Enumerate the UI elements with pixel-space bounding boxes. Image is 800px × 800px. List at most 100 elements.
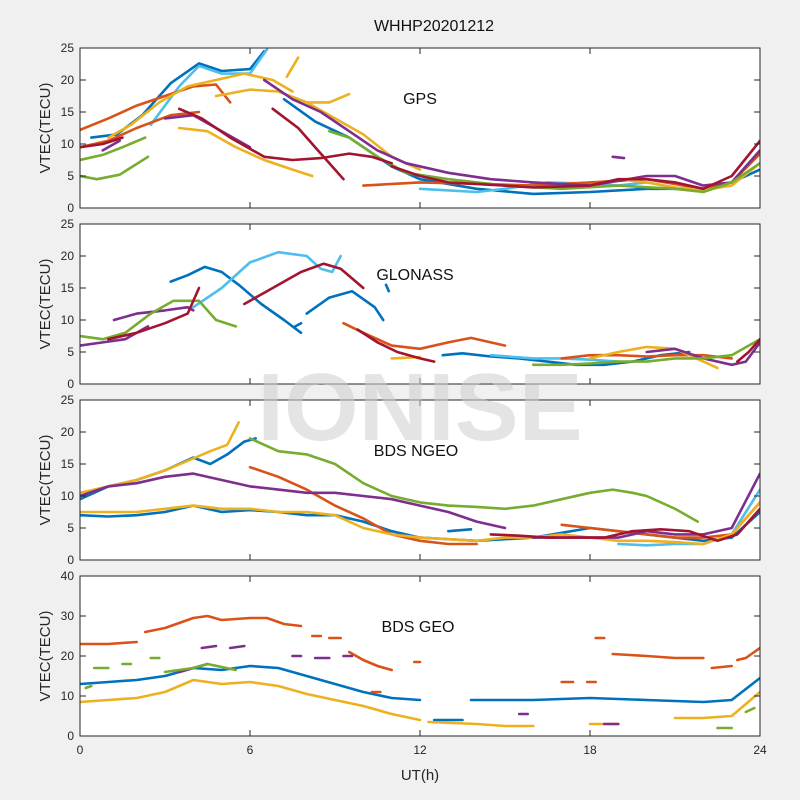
panel-label: BDS GEO <box>382 619 455 636</box>
y-tick-label: 25 <box>61 41 75 55</box>
x-tick-label: 6 <box>247 743 254 757</box>
y-tick-label: 5 <box>67 169 74 183</box>
y-tick-label: 0 <box>67 377 74 391</box>
series-line-23 <box>390 139 760 191</box>
series-line-8 <box>214 88 422 171</box>
series-line-12 <box>735 646 760 662</box>
series-line-8 <box>560 353 734 360</box>
panel-label: GPS <box>403 91 437 108</box>
series-line-4 <box>80 83 232 132</box>
series-line-15 <box>101 139 121 152</box>
series-line-8 <box>80 472 507 530</box>
y-tick-label: 20 <box>61 649 75 663</box>
series-line-2 <box>384 283 391 293</box>
x-tick-label: 18 <box>583 743 597 757</box>
y-tick-label: 20 <box>61 73 75 87</box>
series-line-5 <box>80 110 201 149</box>
series-line-10 <box>588 345 719 370</box>
series-group <box>80 250 760 370</box>
series-line-16 <box>107 286 201 341</box>
series-line-15 <box>531 337 760 367</box>
series-line-18 <box>356 328 436 363</box>
series-line-0 <box>169 265 303 335</box>
y-tick-label: 0 <box>67 729 74 743</box>
series-line-7 <box>80 501 760 546</box>
series-line-13 <box>645 341 760 367</box>
series-line-7 <box>347 650 394 672</box>
series-line-32 <box>163 662 238 674</box>
series-line-1 <box>305 289 385 322</box>
series-line-21 <box>200 644 218 650</box>
panel-0: 0 5 10 15 20 25 VTEC(TECU) GPS <box>37 41 761 215</box>
panel-1: 0 5 10 15 20 25 VTEC(TECU) GLONASS <box>37 217 761 391</box>
series-line-12 <box>616 161 760 192</box>
series-line-16 <box>611 155 626 160</box>
y-tick-label: 15 <box>61 105 75 119</box>
y-tick-label: 15 <box>61 457 75 471</box>
y-axis-label: VTEC(TECU) <box>37 435 54 526</box>
series-line-28 <box>84 684 93 690</box>
y-tick-label: 30 <box>61 609 75 623</box>
series-line-17 <box>427 720 535 728</box>
series-line-14 <box>262 78 760 187</box>
series-line-3 <box>80 640 138 646</box>
series-line-22 <box>271 107 345 181</box>
watermark: IONISE <box>257 354 582 461</box>
series-line-0 <box>80 664 422 702</box>
series-group <box>80 614 760 730</box>
y-axis-label: VTEC(TECU) <box>37 259 54 350</box>
x-tick-label: 12 <box>413 743 427 757</box>
series-line-4 <box>143 614 303 634</box>
y-tick-label: 25 <box>61 217 75 231</box>
panel-label: GLONASS <box>376 267 453 284</box>
panels: 0 5 10 15 20 25 VTEC(TECU) GPS 0 5 10 15 20 25 VTEC(TE… <box>37 41 767 757</box>
y-tick-label: 0 <box>67 201 74 215</box>
y-tick-label: 10 <box>61 689 75 703</box>
panel-3: 0 10 20 30 40 0 6 12 18 24 VTEC(TECU) BDS GEO <box>37 569 767 757</box>
figure-title: WHHP20201212 <box>374 18 494 35</box>
y-tick-label: 5 <box>67 345 74 359</box>
y-tick-label: 15 <box>61 281 75 295</box>
series-line-14 <box>80 299 238 341</box>
x-axis-label: UT(h) <box>401 767 439 784</box>
series-line-2 <box>469 676 760 704</box>
x-tick-label: 0 <box>77 743 84 757</box>
series-line-10 <box>305 92 351 104</box>
series-line-17 <box>80 136 147 162</box>
series-line-3 <box>293 321 303 328</box>
y-tick-label: 5 <box>67 521 74 535</box>
y-axis-label: VTEC(TECU) <box>37 83 54 174</box>
y-tick-label: 20 <box>61 249 75 263</box>
y-tick-label: 40 <box>61 569 75 583</box>
series-line-2 <box>446 527 473 533</box>
series-line-5 <box>192 250 343 309</box>
series-line-10 <box>611 652 705 660</box>
y-tick-label: 20 <box>61 425 75 439</box>
series-line-19 <box>735 337 760 363</box>
x-tick-label: 24 <box>753 743 767 757</box>
y-tick-label: 10 <box>61 313 75 327</box>
series-line-34 <box>744 706 756 714</box>
panel-2: 0 5 10 15 20 25 VTEC(TECU) BDS NGEO <box>37 393 761 567</box>
series-line-4 <box>248 465 479 546</box>
series-line-19 <box>673 690 760 720</box>
series-line-10 <box>248 437 700 523</box>
y-tick-label: 0 <box>67 553 74 567</box>
y-axis-label: VTEC(TECU) <box>37 611 54 702</box>
series-line-9 <box>177 126 314 178</box>
series-line-17 <box>243 262 365 306</box>
series-line-22 <box>228 644 246 650</box>
series-line-4 <box>441 350 691 367</box>
series-line-11 <box>489 507 760 543</box>
y-tick-label: 10 <box>61 137 75 151</box>
series-line-11 <box>285 56 300 79</box>
series-group <box>80 48 760 196</box>
series-line-20 <box>80 136 124 149</box>
series-line-21 <box>177 107 394 165</box>
series-group <box>80 421 760 547</box>
series-line-11 <box>710 664 734 670</box>
series-line-18 <box>80 155 150 181</box>
panel-label: BDS NGEO <box>374 443 458 460</box>
series-line-16 <box>80 678 422 722</box>
